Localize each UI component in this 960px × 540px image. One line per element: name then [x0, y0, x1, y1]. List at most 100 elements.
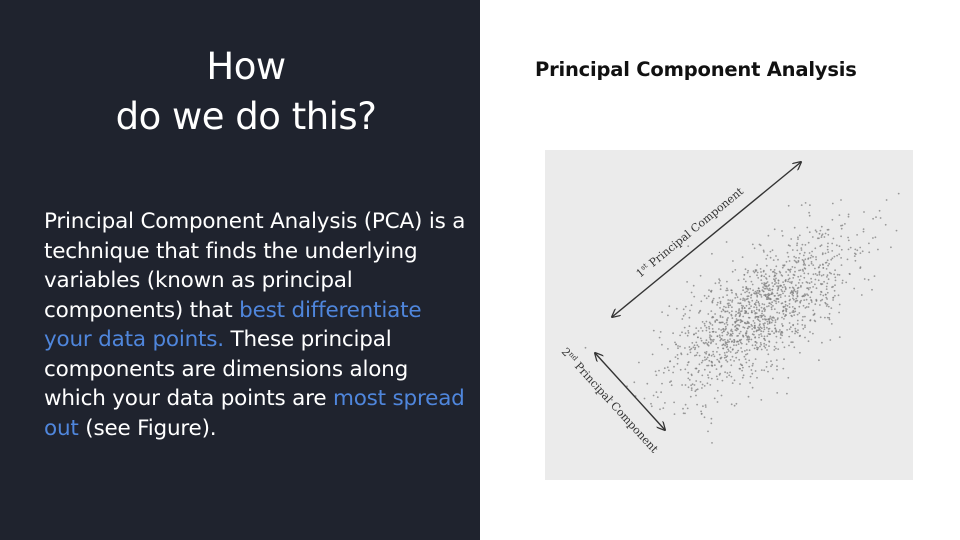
scatter-point [723, 352, 726, 354]
scatter-point [754, 311, 757, 314]
scatter-point [749, 275, 751, 278]
scatter-point [731, 306, 733, 309]
scatter-point [730, 328, 733, 331]
scatter-point [643, 397, 646, 400]
scatter-point [786, 251, 789, 254]
scatter-point [704, 359, 706, 361]
scatter-point [765, 298, 768, 301]
scatter-point [682, 412, 685, 415]
scatter-point [767, 234, 770, 237]
scatter-point [710, 422, 713, 425]
scatter-point [633, 381, 636, 384]
scatter-point [698, 354, 701, 357]
scatter-point [731, 310, 733, 313]
scatter-point [764, 293, 767, 296]
scatter-point [773, 349, 776, 351]
scatter-point [794, 307, 796, 310]
scatter-point [766, 323, 769, 325]
scatter-point [748, 326, 751, 328]
scatter-point [793, 314, 796, 316]
scatter-point [693, 384, 696, 386]
scatter-point [696, 351, 699, 354]
scatter-point [781, 330, 783, 333]
scatter-point [795, 284, 797, 287]
scatter-point [763, 303, 766, 306]
scatter-point [776, 285, 778, 288]
scatter-point [796, 242, 799, 245]
scatter-point [822, 274, 825, 276]
scatter-point [692, 284, 695, 287]
scatter-point [796, 287, 799, 290]
scatter-point [711, 315, 714, 318]
scatter-point [718, 297, 721, 299]
scatter-point [690, 387, 693, 390]
scatter-point [834, 284, 836, 287]
scatter-point [689, 309, 691, 312]
scatter-point [764, 322, 766, 325]
scatter-point [759, 314, 762, 317]
scatter-point [827, 242, 829, 245]
scatter-point [765, 258, 768, 260]
scatter-point [768, 298, 770, 300]
scatter-point [841, 279, 844, 282]
scatter-point [743, 273, 746, 276]
scatter-point [710, 310, 713, 312]
scatter-point [804, 264, 807, 266]
scatter-point [719, 284, 722, 287]
scatter-point [753, 247, 756, 250]
scatter-point [684, 332, 687, 335]
scatter-point [745, 304, 748, 307]
scatter-point [802, 327, 805, 330]
scatter-point [758, 308, 761, 311]
scatter-point [756, 316, 759, 318]
scatter-point [800, 249, 803, 251]
scatter-point [821, 341, 823, 344]
scatter-point [724, 325, 727, 328]
scatter-point [695, 341, 698, 344]
scatter-point [756, 264, 758, 266]
scatter-point [760, 333, 762, 335]
scatter-point [712, 338, 715, 341]
scatter-point [715, 368, 718, 370]
scatter-point [828, 317, 831, 319]
scatter-point [726, 355, 729, 357]
scatter-point [747, 316, 750, 319]
scatter-point [771, 301, 773, 304]
scatter-point [684, 368, 687, 371]
scatter-point [755, 308, 758, 311]
scatter-point [756, 376, 758, 379]
scatter-point [763, 335, 766, 338]
scatter-point [754, 358, 757, 360]
scatter-point [777, 298, 780, 300]
scatter-point [781, 266, 784, 269]
scatter-point [826, 303, 829, 306]
scatter-point [755, 301, 757, 304]
scatter-point [854, 248, 857, 251]
scatter-point [727, 299, 730, 301]
scatter-point [859, 252, 862, 254]
scatter-point [731, 330, 734, 333]
scatter-point [755, 299, 758, 302]
scatter-point [760, 348, 763, 351]
scatter-point [697, 371, 700, 374]
scatter-point [789, 268, 792, 271]
scatter-point [762, 308, 765, 310]
scatter-point [808, 264, 810, 267]
scatter-point [729, 351, 732, 353]
scatter-point [825, 268, 828, 270]
scatter-point [837, 294, 840, 297]
scatter-point [783, 318, 785, 320]
scatter-point [763, 282, 766, 284]
scatter-point [718, 278, 720, 280]
scatter-point [819, 293, 822, 296]
scatter-point [751, 299, 754, 302]
scatter-point [782, 313, 785, 315]
scatter-point [769, 256, 772, 259]
scatter-point [775, 277, 777, 280]
body-text-part-3: (see Figure). [78, 415, 217, 441]
scatter-point [770, 321, 773, 324]
scatter-point [809, 319, 812, 321]
scatter-point [895, 229, 898, 232]
scatter-point [677, 357, 679, 360]
scatter-point [770, 303, 773, 306]
